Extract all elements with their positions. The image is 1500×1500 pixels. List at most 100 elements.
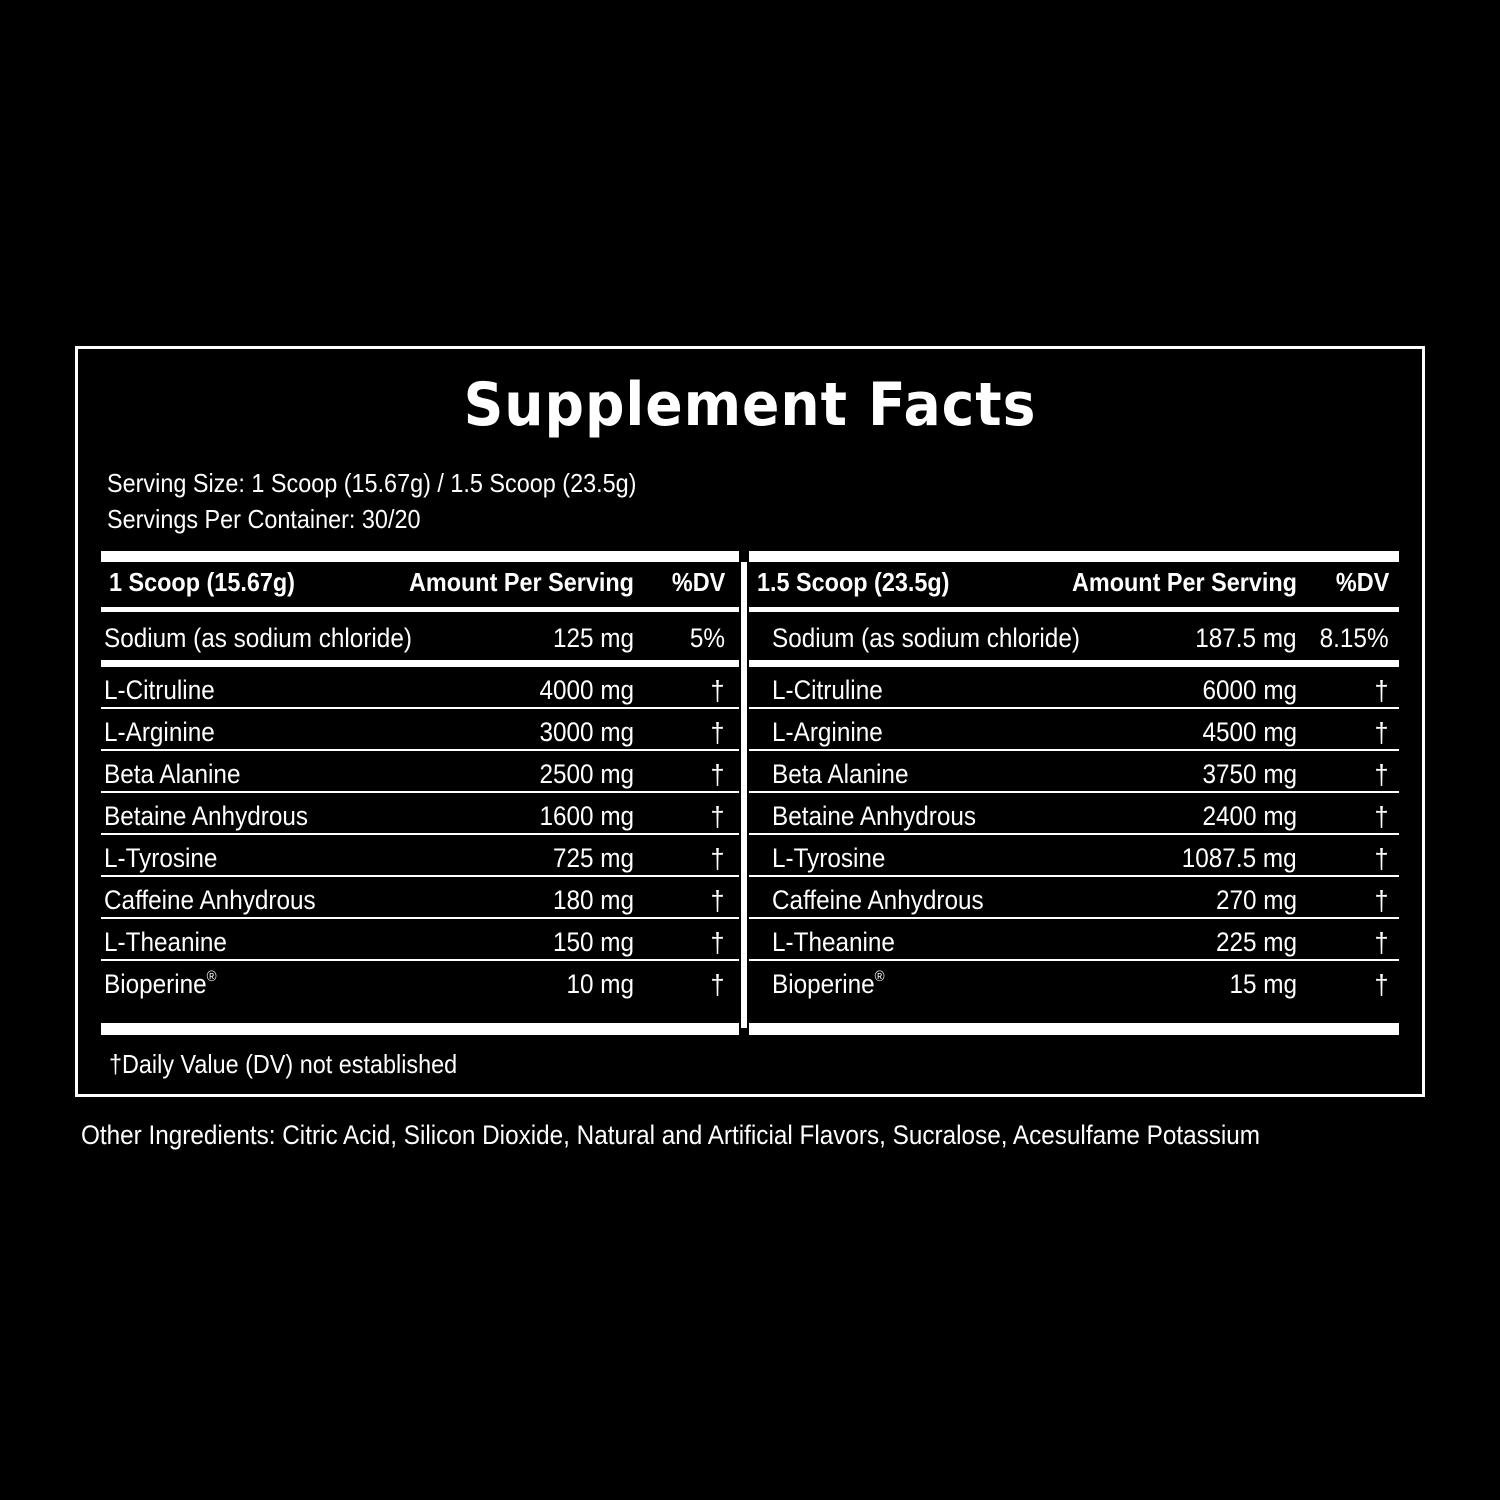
ingredient-dv: †: [710, 801, 725, 832]
ingredient-name: Beta Alanine: [104, 759, 241, 789]
ingredient-name: Bioperine®: [772, 968, 885, 999]
ingredient-name: L-Theanine: [772, 927, 895, 957]
nutrient-amount: 125 mg: [552, 623, 634, 653]
ingredient-row: L-Arginine 3000 mg †: [101, 709, 739, 751]
column-header-amount: Amount Per Serving: [1072, 567, 1297, 597]
ingredient-dv: †: [1374, 675, 1389, 706]
ingredient-name: Betaine Anhydrous: [772, 801, 977, 831]
ingredient-row: L-Tyrosine 725 mg †: [101, 835, 739, 877]
thick-rule-bottom: [749, 1023, 1399, 1035]
column-header-amount: Amount Per Serving: [409, 567, 634, 597]
ingredient-dv: †: [1374, 759, 1389, 790]
thick-rule-bottom: [101, 1023, 739, 1035]
ingredient-amount: 6000 mg: [1202, 675, 1297, 705]
rule-under-header: [101, 607, 739, 612]
ingredient-name: L-Arginine: [104, 717, 215, 747]
ingredient-name: Caffeine Anhydrous: [104, 885, 316, 915]
ingredient-row: L-Theanine 225 mg †: [749, 919, 1399, 961]
ingredient-amount: 3000 mg: [539, 717, 634, 747]
rule-under-sodium: [101, 660, 739, 667]
ingredient-row: L-Theanine 150 mg †: [101, 919, 739, 961]
servings-per-container: Servings Per Container: 30/20: [107, 504, 421, 534]
ingredient-name: Bioperine®: [104, 968, 217, 999]
ingredient-row: Caffeine Anhydrous 180 mg †: [101, 877, 739, 919]
ingredient-dv: †: [710, 759, 725, 790]
ingredient-amount: 10 mg: [566, 969, 634, 999]
ingredient-name: L-Citruline: [772, 675, 883, 705]
label-title: Supplement Facts: [463, 370, 1037, 440]
ingredient-name: L-Arginine: [772, 717, 883, 747]
ingredient-list: L-Citruline 6000 mg † L-Arginine 4500 mg…: [749, 667, 1399, 1013]
ingredient-amount: 1600 mg: [539, 801, 634, 831]
column-header-dv: %DV: [1335, 567, 1389, 597]
rule-under-header: [749, 607, 1399, 612]
ingredient-dv: †: [710, 885, 725, 916]
ingredient-name-text: Bioperine: [772, 969, 875, 999]
ingredient-name-text: Bioperine: [104, 969, 207, 999]
ingredient-name: L-Tyrosine: [104, 843, 218, 873]
serving-size: Serving Size: 1 Scoop (15.67g) / 1.5 Sco…: [107, 468, 637, 498]
ingredient-amount: 180 mg: [552, 885, 634, 915]
ingredient-amount: 15 mg: [1229, 969, 1297, 999]
rule-under-sodium: [749, 660, 1399, 667]
sodium-row: Sodium (as sodium chloride) 125 mg 5%: [101, 619, 739, 655]
ingredient-row: Betaine Anhydrous 2400 mg †: [749, 793, 1399, 835]
ingredient-dv: †: [710, 969, 725, 1000]
ingredient-amount: 225 mg: [1215, 927, 1297, 957]
ingredient-amount: 2400 mg: [1202, 801, 1297, 831]
ingredient-dv: †: [710, 843, 725, 874]
panel-one-scoop: 1 Scoop (15.67g) Amount Per Serving %DV …: [101, 551, 739, 1037]
ingredient-row: Beta Alanine 2500 mg †: [101, 751, 739, 793]
ingredient-row: L-Tyrosine 1087.5 mg †: [749, 835, 1399, 877]
ingredient-row: Bioperine® 10 mg †: [101, 961, 739, 1013]
ingredient-row: Betaine Anhydrous 1600 mg †: [101, 793, 739, 835]
column-header-serving: 1.5 Scoop (23.5g): [757, 567, 950, 597]
thick-rule-top: [101, 551, 739, 562]
other-ingredients: Other Ingredients: Citric Acid, Silicon …: [81, 1120, 1261, 1150]
registered-mark: ®: [874, 968, 885, 985]
ingredient-amount: 1087.5 mg: [1182, 843, 1297, 873]
nutrient-dv: 5%: [689, 623, 725, 653]
ingredient-list: L-Citruline 4000 mg † L-Arginine 3000 mg…: [101, 667, 739, 1013]
ingredient-dv: †: [1374, 885, 1389, 916]
ingredient-name: L-Tyrosine: [772, 843, 886, 873]
dv-footnote: †Daily Value (DV) not established: [109, 1049, 458, 1079]
nutrient-name: Sodium (as sodium chloride): [772, 623, 1080, 653]
ingredient-amount: 4000 mg: [539, 675, 634, 705]
ingredient-dv: †: [1374, 717, 1389, 748]
sodium-row: Sodium (as sodium chloride) 187.5 mg 8.1…: [749, 619, 1399, 655]
ingredient-dv: †: [1374, 843, 1389, 874]
ingredient-dv: †: [1374, 927, 1389, 958]
nutrient-dv: 8.15%: [1320, 623, 1389, 653]
column-header-serving: 1 Scoop (15.67g): [109, 567, 295, 597]
ingredient-row: L-Arginine 4500 mg †: [749, 709, 1399, 751]
ingredient-dv: †: [710, 717, 725, 748]
thick-rule-top: [749, 551, 1399, 562]
ingredient-dv: †: [710, 927, 725, 958]
column-header-dv: %DV: [671, 567, 725, 597]
nutrient-amount: 187.5 mg: [1195, 623, 1297, 653]
ingredient-row: L-Citruline 6000 mg †: [749, 667, 1399, 709]
ingredient-name: Betaine Anhydrous: [104, 801, 309, 831]
supplement-facts-panel: Supplement Facts Serving Size: 1 Scoop (…: [75, 346, 1425, 1097]
ingredient-dv: †: [710, 675, 725, 706]
ingredient-dv: †: [1374, 969, 1389, 1000]
ingredient-amount: 2500 mg: [539, 759, 634, 789]
ingredient-row: Bioperine® 15 mg †: [749, 961, 1399, 1013]
ingredient-row: L-Citruline 4000 mg †: [101, 667, 739, 709]
ingredient-name: Beta Alanine: [772, 759, 909, 789]
ingredient-amount: 3750 mg: [1202, 759, 1297, 789]
ingredient-dv: †: [1374, 801, 1389, 832]
ingredient-amount: 150 mg: [552, 927, 634, 957]
ingredient-amount: 4500 mg: [1202, 717, 1297, 747]
ingredient-amount: 725 mg: [552, 843, 634, 873]
ingredient-amount: 270 mg: [1215, 885, 1297, 915]
ingredient-name: Caffeine Anhydrous: [772, 885, 984, 915]
nutrient-name: Sodium (as sodium chloride): [104, 623, 412, 653]
ingredient-name: L-Citruline: [104, 675, 215, 705]
panel-divider: [741, 562, 747, 1028]
ingredient-row: Beta Alanine 3750 mg †: [749, 751, 1399, 793]
ingredient-name: L-Theanine: [104, 927, 227, 957]
registered-mark: ®: [206, 968, 217, 985]
ingredient-row: Caffeine Anhydrous 270 mg †: [749, 877, 1399, 919]
